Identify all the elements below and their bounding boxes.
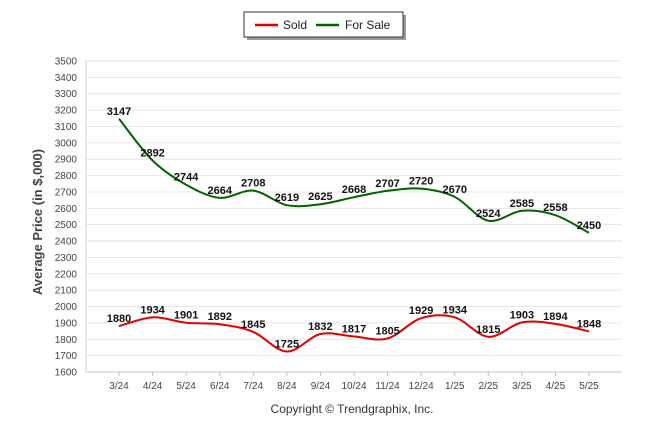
data-labels: 1880 1934 1901 1892 1845 1725 1832 1817 1805 1929… [107, 106, 601, 351]
data-label-sold: 1894 [543, 311, 568, 323]
data-label-for-sale: 2619 [275, 192, 299, 204]
data-label-for-sale: 3147 [107, 106, 131, 118]
x-tick-label: 9/24 [311, 381, 331, 392]
x-tick-label: 12/24 [409, 381, 434, 392]
data-label-for-sale: 2707 [375, 178, 399, 190]
data-label-for-sale: 2450 [577, 220, 601, 232]
y-tick-label: 2400 [55, 237, 78, 248]
copyright-credit: Copyright © Trendgraphix, Inc. [271, 402, 434, 416]
y-tick-label: 2200 [55, 269, 78, 280]
data-label-for-sale: 2892 [140, 148, 164, 160]
data-label-for-sale: 2744 [174, 172, 199, 184]
x-tick-label: 5/25 [579, 381, 599, 392]
x-tick-label: 6/24 [210, 381, 230, 392]
y-tick-label: 1700 [55, 351, 78, 362]
x-tick-label: 10/24 [341, 381, 366, 392]
x-tick-label: 7/24 [244, 381, 264, 392]
data-label-for-sale: 2585 [510, 198, 534, 210]
data-label-sold: 1934 [140, 304, 165, 316]
data-label-sold: 1934 [442, 304, 467, 316]
y-tick-label: 2500 [55, 220, 78, 231]
y-tick-label: 1800 [55, 335, 78, 346]
y-tick-label: 2000 [55, 302, 78, 313]
y-tick-label: 3200 [55, 106, 78, 117]
data-label-sold: 1815 [476, 324, 500, 336]
x-tick-label: 4/25 [546, 381, 566, 392]
legend: Sold For Sale [243, 11, 406, 40]
data-label-for-sale: 2720 [409, 176, 433, 188]
y-tick-label: 2100 [55, 286, 78, 297]
data-label-for-sale: 2558 [543, 202, 567, 214]
data-label-sold: 1817 [342, 323, 366, 335]
y-axis-title: Average Price (in $,000) [30, 149, 45, 295]
data-label-sold: 1832 [308, 321, 332, 333]
legend-label-sold: Sold [283, 18, 307, 32]
data-label-sold: 1929 [409, 305, 433, 317]
y-tick-label: 2600 [55, 204, 78, 215]
data-label-for-sale: 2708 [241, 178, 265, 190]
data-label-for-sale: 2668 [342, 184, 366, 196]
x-tick-label: 3/24 [109, 381, 129, 392]
y-tick-label: 3300 [55, 89, 78, 100]
x-tick-label: 3/25 [512, 381, 532, 392]
series [118, 118, 590, 353]
data-label-sold: 1901 [174, 310, 198, 322]
x-axis-ticks: 3/24 4/24 5/24 6/24 7/24 8/24 9/24 10/24 11/24 12… [109, 372, 599, 392]
grid [85, 60, 622, 373]
x-tick-label: 11/24 [375, 381, 400, 392]
y-tick-label: 3000 [55, 138, 78, 149]
y-tick-label: 3100 [55, 122, 78, 133]
legend-label-for-sale: For Sale [345, 18, 391, 32]
x-tick-label: 4/24 [143, 381, 163, 392]
data-label-for-sale: 2664 [207, 185, 232, 197]
y-tick-label: 1900 [55, 318, 78, 329]
data-label-sold: 1845 [241, 319, 265, 331]
data-label-for-sale: 2524 [476, 208, 501, 220]
data-label-for-sale: 2625 [308, 191, 332, 203]
data-label-sold: 1892 [207, 311, 231, 323]
series-line-for-sale [118, 118, 590, 234]
data-label-sold: 1725 [275, 339, 299, 351]
x-tick-label: 5/24 [176, 381, 196, 392]
x-tick-label: 8/24 [277, 381, 297, 392]
y-tick-label: 2300 [55, 253, 78, 264]
y-tick-label: 2700 [55, 187, 78, 198]
y-axis-ticks: 1600 1700 1800 1900 2000 2100 2200 2300 2400 2500… [55, 57, 78, 379]
y-tick-label: 2800 [55, 171, 78, 182]
data-label-sold: 1805 [375, 325, 399, 337]
y-tick-label: 1600 [55, 368, 78, 379]
data-label-for-sale: 2670 [442, 184, 466, 196]
data-label-sold: 1903 [510, 309, 534, 321]
data-label-sold: 1848 [577, 318, 601, 330]
y-tick-label: 3400 [55, 73, 78, 84]
y-tick-label: 3500 [55, 57, 78, 68]
x-tick-label: 1/25 [445, 381, 465, 392]
x-tick-label: 2/25 [479, 381, 499, 392]
y-tick-label: 2900 [55, 155, 78, 166]
series-line-sold [118, 314, 590, 353]
data-label-sold: 1880 [107, 313, 131, 325]
